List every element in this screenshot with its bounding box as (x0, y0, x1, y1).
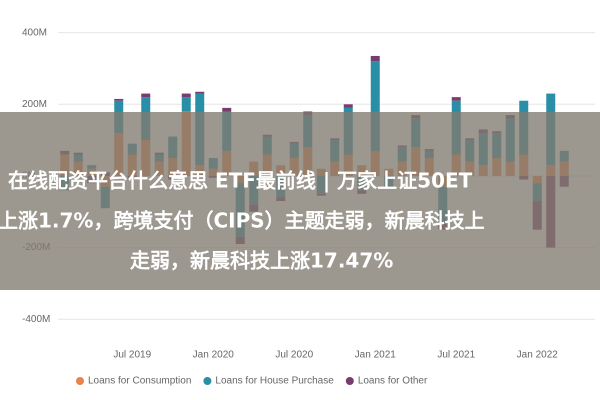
overlay-banner (0, 112, 600, 290)
x-tick-label: Jan 2021 (355, 350, 397, 361)
legend-label: Loans for House Purchase (215, 376, 334, 387)
bar-segment (114, 98, 124, 101)
legend-label: Loans for Other (358, 376, 428, 387)
bar-segment (370, 61, 380, 151)
bar-segment (195, 91, 205, 94)
legend-marker (203, 377, 212, 385)
y-tick-label: 200M (22, 99, 47, 110)
x-tick-label: Jan 2020 (193, 350, 235, 361)
y-tick-label: -400M (22, 314, 50, 325)
bar-segment (370, 55, 380, 62)
x-tick-label: Jul 2021 (437, 350, 475, 361)
bar-segment (343, 104, 353, 108)
bar-segment (141, 93, 151, 98)
x-tick-label: Jul 2019 (113, 350, 151, 361)
overlay-text: 上涨1.7%，跨境支付（CIPS）主题走弱，新晨科技上 (0, 209, 485, 233)
x-tick-label: Jan 2022 (517, 350, 559, 361)
legend-marker (76, 377, 84, 385)
overlay-text: 在线配资平台什么意思 ETF最前线 | 万家上证50ET (8, 169, 473, 193)
bar-segment (181, 97, 191, 112)
legend-marker (345, 377, 354, 385)
legend-label: Loans for Consumption (88, 376, 191, 387)
x-tick-label: Jul 2020 (275, 350, 313, 361)
overlay-text: 走弱，新晨科技上涨17.47% (130, 249, 393, 273)
y-tick-label: 400M (22, 27, 47, 38)
bar-segment (451, 97, 461, 101)
bar-segment (222, 107, 232, 112)
bar-segment (181, 93, 191, 98)
